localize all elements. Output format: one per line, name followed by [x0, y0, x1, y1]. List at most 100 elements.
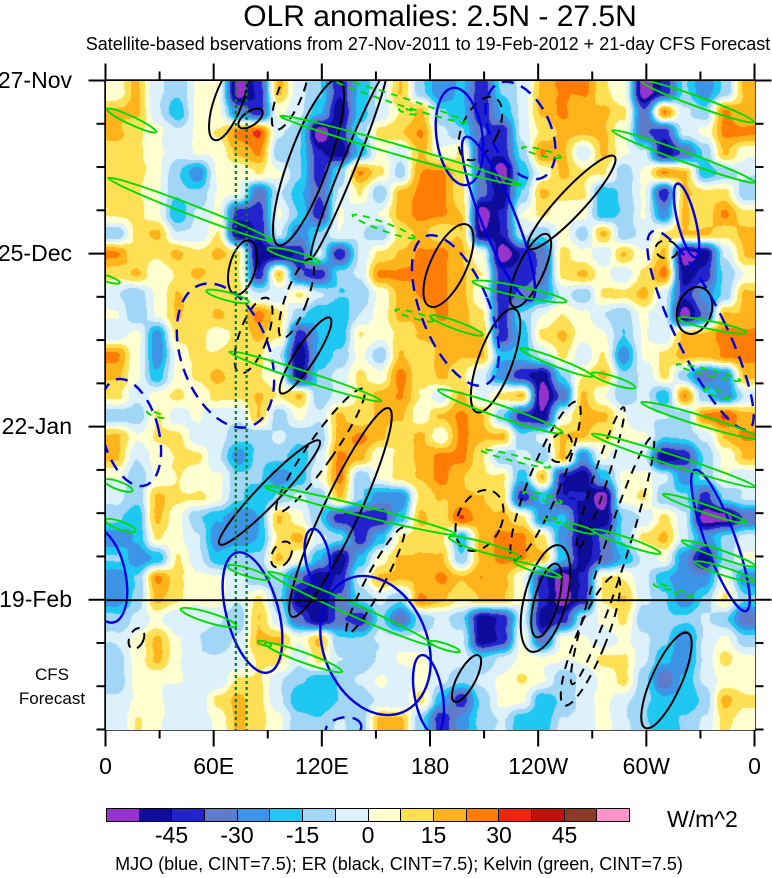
colorbar-cell	[531, 809, 565, 821]
er-contour	[127, 626, 145, 650]
colorbar-cell	[270, 809, 304, 821]
kelvin-contour	[512, 559, 562, 579]
colorbar-cell	[401, 809, 434, 821]
colorbar-cell	[564, 809, 598, 821]
kelvin-contour	[105, 107, 157, 133]
er-contour	[421, 222, 475, 308]
colorbar-tick-label: 0	[361, 822, 375, 848]
x-tick-label: 60E	[193, 753, 235, 779]
er-contour	[269, 540, 293, 568]
kelvin-contour	[227, 349, 383, 403]
mjo-contour	[175, 281, 275, 429]
y-tick-label: 22-Jan	[1, 413, 72, 440]
wave-contour-overlay	[105, 80, 755, 730]
kelvin-contour	[520, 145, 562, 159]
colorbar-tick-label: 30	[486, 822, 512, 848]
mjo-contour	[645, 229, 755, 431]
er-contour	[270, 80, 310, 131]
er-contour	[529, 562, 563, 638]
kelvin-contour	[263, 641, 343, 673]
colorbar-units: W/m^2	[667, 806, 738, 832]
kelvin-contour	[351, 213, 415, 239]
kelvin-contour	[671, 588, 693, 598]
kelvin-contour	[225, 563, 271, 581]
colorbar-tick-label: -15	[285, 822, 320, 848]
chart-title: OLR anomalies: 2.5N - 27.5N	[243, 0, 637, 33]
er-contour	[457, 95, 503, 161]
colorbar-cell	[139, 809, 173, 821]
kelvin-contour	[393, 307, 435, 323]
er-contour	[639, 631, 693, 729]
kelvin-contour	[590, 527, 662, 555]
colorbar-cell	[433, 809, 467, 821]
er-contour	[569, 435, 655, 685]
hovmoller-plot-area	[105, 80, 755, 730]
er-contour	[278, 315, 332, 395]
kelvin-contour	[397, 107, 417, 115]
colorbar-tick-label: -45	[154, 822, 189, 848]
colorbar-cell	[466, 809, 500, 821]
kelvin-contour	[676, 315, 748, 335]
colorbar-cell	[597, 809, 629, 821]
kelvin-contour	[518, 346, 594, 378]
legend-caption: MJO (blue, CINT=7.5); ER (black, CINT=7.…	[115, 854, 683, 874]
kelvin-contour	[145, 409, 165, 419]
chart-subtitle: Satellite-based bservations from 27-Nov-…	[85, 34, 771, 54]
x-tick-label: 180	[410, 753, 450, 779]
colorbar-cell	[499, 809, 532, 821]
kelvin-contour	[105, 517, 137, 533]
er-contour	[450, 653, 482, 703]
kelvin-contour	[263, 484, 457, 536]
er-contour	[344, 525, 406, 635]
mjo-contour	[434, 86, 484, 186]
colorbar-cell	[205, 809, 238, 821]
er-contour	[217, 438, 321, 546]
colorbar-tick-label: 15	[420, 822, 447, 848]
mjo-contour	[302, 527, 332, 589]
x-tick-label: 120W	[508, 753, 569, 779]
er-contour	[309, 80, 388, 259]
x-tick-label: 60W	[622, 753, 670, 779]
mjo-contour	[672, 181, 700, 259]
x-tick-label: 0	[99, 753, 112, 779]
er-contour	[654, 238, 678, 260]
kelvin-contour	[106, 176, 274, 242]
kelvin-contour	[278, 114, 522, 186]
er-contour	[274, 387, 366, 513]
kelvin-contour	[639, 80, 755, 123]
mjo-contour	[460, 134, 536, 302]
er-contour	[271, 80, 345, 246]
kelvin-contour	[661, 492, 747, 524]
kelvin-contour	[105, 477, 134, 493]
colorbar-cell	[303, 809, 336, 821]
mjo-contour	[323, 715, 362, 730]
mjo-contour	[105, 377, 162, 487]
colorbar-cell	[107, 809, 140, 821]
y-tick-label: 27-Nov	[0, 67, 72, 93]
kelvin-contour	[328, 80, 468, 124]
forecast-label-line2: Forecast	[18, 689, 86, 708]
kelvin-contour	[265, 246, 321, 264]
er-contour	[508, 232, 552, 308]
mjo-contour	[410, 233, 500, 387]
kelvin-contour	[521, 490, 563, 504]
mjo-contour	[220, 550, 283, 674]
colorbar	[106, 808, 630, 822]
kelvin-contour	[479, 447, 551, 469]
kelvin-contour	[204, 288, 250, 304]
forecast-label-line1: CFS	[35, 665, 69, 684]
kelvin-contour	[447, 534, 521, 560]
kelvin-contour	[675, 362, 741, 382]
kelvin-contour	[427, 639, 461, 653]
kelvin-contour	[639, 400, 755, 440]
colorbar-cell	[368, 809, 402, 821]
er-contour	[469, 307, 521, 414]
kelvin-contour	[652, 582, 672, 590]
kelvin-contour	[610, 128, 755, 184]
kelvin-contour	[179, 606, 237, 628]
kelvin-contour	[680, 538, 755, 568]
colorbar-tick-label: 45	[551, 822, 578, 848]
y-tick-label: 25-Dec	[0, 240, 72, 267]
er-contour	[547, 431, 573, 463]
kelvin-contour	[428, 313, 484, 337]
